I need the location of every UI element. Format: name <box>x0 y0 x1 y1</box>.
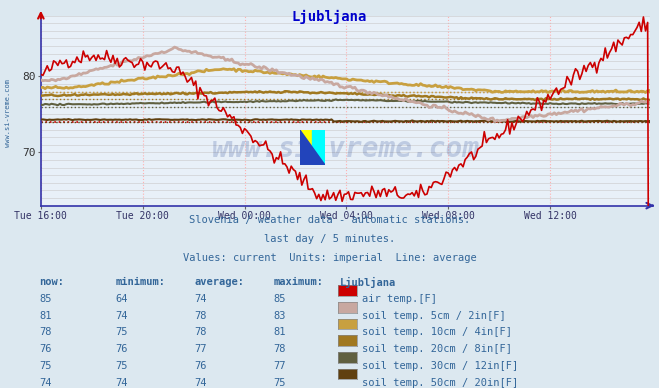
Text: 76: 76 <box>40 344 52 354</box>
Text: soil temp. 20cm / 8in[F]: soil temp. 20cm / 8in[F] <box>362 344 513 354</box>
Text: maximum:: maximum: <box>273 277 324 288</box>
Text: 78: 78 <box>40 327 52 338</box>
Text: Values: current  Units: imperial  Line: average: Values: current Units: imperial Line: av… <box>183 253 476 263</box>
Text: 83: 83 <box>273 311 286 321</box>
Text: 64: 64 <box>115 294 128 304</box>
Text: www.si-vreme.com: www.si-vreme.com <box>212 135 479 163</box>
Text: 77: 77 <box>273 361 286 371</box>
Text: average:: average: <box>194 277 244 288</box>
Text: Ljubljana: Ljubljana <box>339 277 395 288</box>
Text: 81: 81 <box>40 311 52 321</box>
Text: soil temp. 50cm / 20in[F]: soil temp. 50cm / 20in[F] <box>362 378 519 388</box>
Text: 74: 74 <box>115 311 128 321</box>
Text: 74: 74 <box>40 378 52 388</box>
Text: 78: 78 <box>273 344 286 354</box>
Polygon shape <box>300 130 325 165</box>
Text: soil temp. 30cm / 12in[F]: soil temp. 30cm / 12in[F] <box>362 361 519 371</box>
Text: minimum:: minimum: <box>115 277 165 288</box>
Text: soil temp. 5cm / 2in[F]: soil temp. 5cm / 2in[F] <box>362 311 506 321</box>
Text: 85: 85 <box>40 294 52 304</box>
Polygon shape <box>312 130 325 165</box>
Text: soil temp. 10cm / 4in[F]: soil temp. 10cm / 4in[F] <box>362 327 513 338</box>
Text: 75: 75 <box>273 378 286 388</box>
Text: now:: now: <box>40 277 65 288</box>
Text: 77: 77 <box>194 344 207 354</box>
Text: 75: 75 <box>40 361 52 371</box>
Text: 74: 74 <box>115 378 128 388</box>
Text: Slovenia / weather data - automatic stations.: Slovenia / weather data - automatic stat… <box>189 215 470 225</box>
Text: last day / 5 minutes.: last day / 5 minutes. <box>264 234 395 244</box>
Text: 78: 78 <box>194 311 207 321</box>
Text: 76: 76 <box>194 361 207 371</box>
Text: 75: 75 <box>115 361 128 371</box>
Text: 74: 74 <box>194 294 207 304</box>
Text: 74: 74 <box>194 378 207 388</box>
Text: 85: 85 <box>273 294 286 304</box>
Text: Ljubljana: Ljubljana <box>292 10 367 24</box>
Text: 78: 78 <box>194 327 207 338</box>
Text: www.si-vreme.com: www.si-vreme.com <box>5 78 11 147</box>
Text: air temp.[F]: air temp.[F] <box>362 294 438 304</box>
Text: 81: 81 <box>273 327 286 338</box>
Text: 76: 76 <box>115 344 128 354</box>
Text: 75: 75 <box>115 327 128 338</box>
